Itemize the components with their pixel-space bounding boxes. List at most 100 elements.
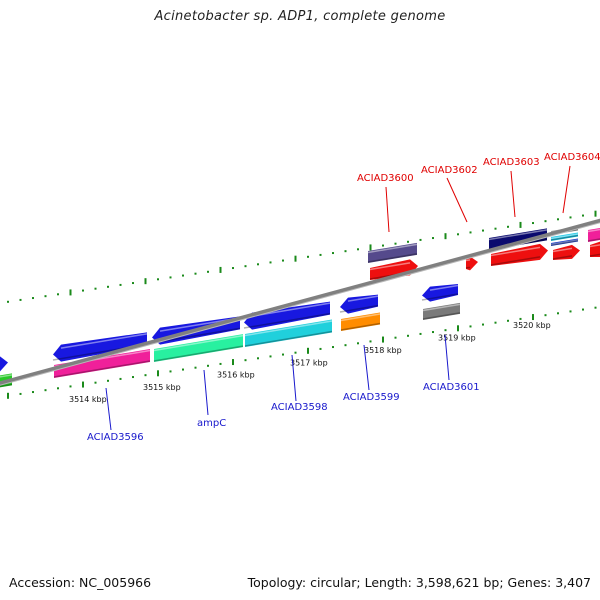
leader-aciad3598 <box>291 354 297 402</box>
gene-aciad3602-highlight <box>465 259 471 262</box>
leader-aciad3599 <box>363 344 370 391</box>
genome-backbone <box>0 218 600 386</box>
tick-rows <box>7 210 597 399</box>
tick-label-3520: 3520 kbp <box>513 321 551 330</box>
gene-aciad3603b-shade <box>490 256 541 266</box>
gene-label-ampc[interactable]: ampC <box>197 418 226 429</box>
genome-summary-text: Topology: circular; Length: 3,598,621 bp… <box>247 575 591 590</box>
gene-aciad3600-shade <box>367 253 418 263</box>
gene-aciad3601[interactable] <box>422 302 461 320</box>
gene-red-ur[interactable] <box>552 244 580 260</box>
gene-label-aciad3596[interactable]: ACIAD3596 <box>87 432 144 443</box>
gene-red-ur-shape[interactable] <box>553 244 580 260</box>
tick-label-3517: 3517 kbp <box>290 358 328 367</box>
gene-aciad3601-top[interactable] <box>421 284 459 302</box>
gene-aciad3603b-shape[interactable] <box>491 243 548 266</box>
gene-aciad3599[interactable] <box>340 312 381 332</box>
leader-aciad3601 <box>444 334 450 381</box>
gene-aciad3598-highlight <box>244 320 333 337</box>
tick-row-upper <box>7 210 597 303</box>
gene-red-ur-shade <box>552 255 573 260</box>
backbone-line <box>0 218 600 386</box>
gene-edge-blue-shape[interactable] <box>0 356 8 372</box>
gene-aciad3596-top-shape[interactable] <box>53 332 147 362</box>
tick-label-3516: 3516 kbp <box>217 370 255 379</box>
leader-aciad3600 <box>385 186 390 233</box>
gene-aciad3601-top-shape[interactable] <box>422 284 458 302</box>
gene-red-edge-shade <box>589 253 600 257</box>
gene-label-aciad3600[interactable]: ACIAD3600 <box>357 173 414 184</box>
leader-aciad3602 <box>446 177 468 223</box>
gene-pink-edge[interactable] <box>587 226 600 242</box>
gene-aciad3604[interactable] <box>550 232 579 242</box>
gene-aciad3600b-highlight <box>369 262 411 271</box>
gene-aciad3599-highlight <box>340 313 381 322</box>
gene-aciad3604b[interactable] <box>550 238 579 247</box>
tick-label-3518: 3518 kbp <box>364 346 402 355</box>
gene-aciad3604-highlight <box>550 233 579 240</box>
tick-label-3515: 3515 kbp <box>143 383 181 392</box>
gene-aciad3601-highlight <box>422 303 461 312</box>
gene-red-edge-highlight <box>589 244 600 248</box>
gene-label-aciad3598[interactable]: ACIAD3598 <box>271 402 328 413</box>
gene-aciad3598-shade <box>244 330 333 347</box>
tick-label-3514: 3514 kbp <box>69 395 107 404</box>
gene-label-aciad3604[interactable]: ACIAD3604 <box>544 152 600 163</box>
gene-aciad3604b-shape[interactable] <box>551 238 578 247</box>
gene-aciad3601-shade <box>422 312 461 320</box>
gene-aciad3599-top-highlight <box>347 295 379 302</box>
gene-aciad3598[interactable] <box>244 319 333 348</box>
gene-red-edge-shape[interactable] <box>590 241 600 257</box>
gene-aciad3596-shade <box>53 360 151 378</box>
gene-aciad3599-shape[interactable] <box>341 312 380 332</box>
gene-aciad3599-top-shape[interactable] <box>340 294 378 314</box>
gene-aciad3602[interactable] <box>465 256 478 271</box>
gene-aciad3599-shade <box>340 322 381 331</box>
gene-aciad3600-shape[interactable] <box>368 242 417 263</box>
gene-label-aciad3602[interactable]: ACIAD3602 <box>421 165 478 176</box>
gene-aciad3599-top[interactable] <box>339 294 379 314</box>
gene-aciad3596-top-highlight <box>60 333 148 349</box>
gene-label-aciad3599[interactable]: ACIAD3599 <box>343 392 400 403</box>
gene-aciad3596-shape[interactable] <box>54 349 150 378</box>
gene-aciad3600-highlight <box>367 243 418 254</box>
gene-aciad3603b-highlight <box>490 246 541 257</box>
gene-3598-top-shape[interactable] <box>244 301 330 330</box>
gene-aciad3602-shade <box>465 266 471 269</box>
leader-aciad3604 <box>562 165 571 214</box>
accession-text: Accession: NC_005966 <box>9 575 152 590</box>
gene-aciad3599-top-shade <box>339 304 379 313</box>
gene-label-aciad3601[interactable]: ACIAD3601 <box>423 382 480 393</box>
gene-aciad3604b-shade <box>550 239 579 246</box>
gene-ampc[interactable] <box>153 334 244 362</box>
gene-ampc-shape[interactable] <box>154 334 243 362</box>
gene-edge-blue[interactable] <box>0 356 8 372</box>
backbone-highlight <box>0 222 600 386</box>
gene-aciad3601-shape[interactable] <box>423 302 460 320</box>
leader-aciad3596 <box>105 387 112 431</box>
gene-aciad3602-shape[interactable] <box>466 256 478 271</box>
gene-aciad3603-highlight <box>488 229 548 241</box>
gene-red-ur-highlight <box>552 247 573 253</box>
gene-pink-edge-shape[interactable] <box>588 226 600 242</box>
genome-title: Acinetobacter sp. ADP1, complete genome <box>154 9 446 24</box>
gene-label-aciad3603[interactable]: ACIAD3603 <box>483 157 540 168</box>
gene-aciad3603b[interactable] <box>490 243 548 266</box>
leader-aciad3603 <box>510 170 516 218</box>
gene-edge-green-shade <box>0 383 13 388</box>
gene-aciad3601-top-highlight <box>429 284 459 291</box>
tick-label-3519: 3519 kbp <box>438 334 476 343</box>
gene-aciad3604-shape[interactable] <box>551 232 578 242</box>
gene-aciad3600[interactable] <box>367 242 418 263</box>
gene-pink-edge-shade <box>587 238 600 242</box>
gene-aciad3603-shape[interactable] <box>489 228 547 250</box>
gene-aciad3601-top-shade <box>421 293 459 301</box>
leader-ampc <box>203 369 209 416</box>
gene-aciad3604b-highlight <box>550 239 579 246</box>
gene-3598-top-shade <box>243 312 331 329</box>
gene-ampc-shade <box>153 345 244 362</box>
gene-red-edge[interactable] <box>589 241 600 257</box>
gene-aciad3598-shape[interactable] <box>245 319 332 348</box>
